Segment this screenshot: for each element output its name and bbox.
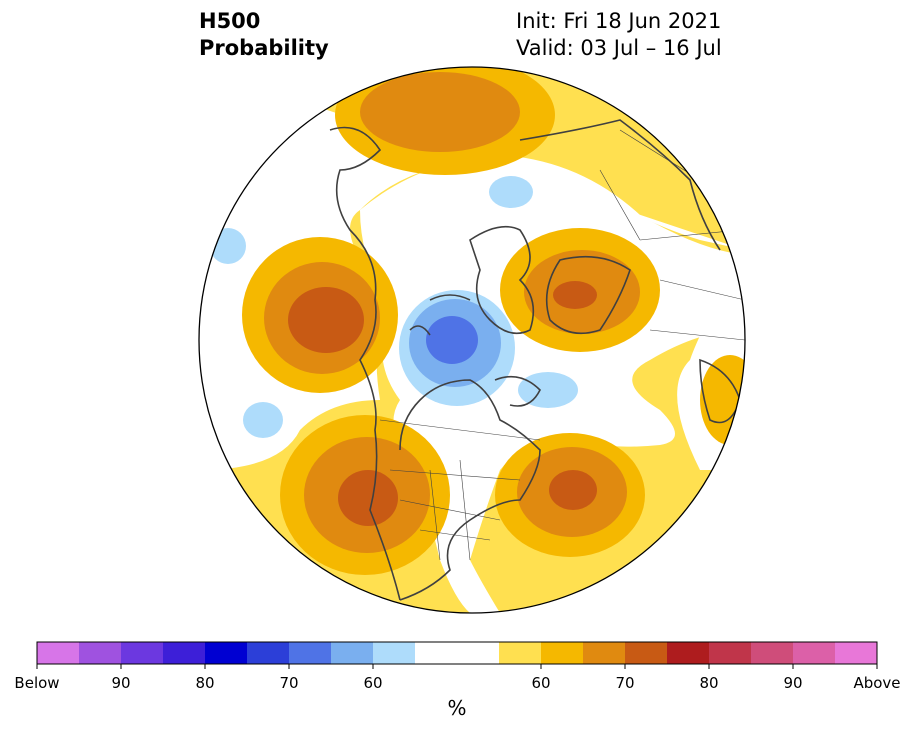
polar-map [198, 66, 746, 614]
colorbar-cell [541, 642, 584, 664]
map-boundary [198, 66, 746, 614]
colorbar-tick-label: Above [853, 674, 901, 692]
colorbar-cell [205, 642, 248, 664]
colorbar-tick-label: 60 [531, 674, 551, 692]
title-block-right: Init: Fri 18 Jun 2021 Valid: 03 Jul – 16… [516, 8, 722, 62]
colorbar-cell [625, 642, 668, 664]
anomaly-above-70 [288, 281, 597, 526]
colorbar-cell [121, 642, 164, 664]
colorbar-unit-label: % [447, 696, 467, 720]
colorbar-cell [37, 642, 80, 664]
anomaly-below-70 [426, 316, 478, 364]
valid-range: Valid: 03 Jul – 16 Jul [516, 36, 722, 60]
colorbar-tick-label: 90 [783, 674, 803, 692]
colorbar-cell [667, 642, 710, 664]
colorbar-cell [163, 642, 206, 664]
colorbar-cell [709, 642, 752, 664]
colorbar-tick-label: 80 [195, 674, 215, 692]
colorbar-cell [457, 642, 500, 664]
colorbar-frame [36, 641, 878, 665]
colorbar-cell [289, 642, 332, 664]
coastlines [329, 119, 741, 601]
colorbar [36, 641, 878, 669]
colorbar-tick-label: 90 [111, 674, 131, 692]
colorbar-tick-label: 80 [699, 674, 719, 692]
colorbar-tick-label: 70 [279, 674, 299, 692]
colorbar-cell [583, 642, 626, 664]
colorbar-cell [373, 642, 416, 664]
colorbar-cells [37, 642, 878, 664]
colorbar-cell [247, 642, 290, 664]
colorbar-cell [499, 642, 542, 664]
colorbar-tick-label: Below [14, 674, 60, 692]
colorbar-cell [331, 642, 374, 664]
colorbar-tick-label: 70 [615, 674, 635, 692]
init-date: Init: Fri 18 Jun 2021 [516, 9, 722, 33]
colorbar-cell [751, 642, 794, 664]
product-title: Probability [199, 36, 329, 60]
colorbar-cell [835, 642, 878, 664]
variable-title: H500 [199, 9, 261, 33]
title-block-left: H500 Probability [199, 8, 329, 62]
colorbar-ticks [36, 664, 878, 669]
colorbar-cell [793, 642, 836, 664]
colorbar-tick-label: 60 [363, 674, 383, 692]
colorbar-cell [79, 642, 122, 664]
colorbar-cell [415, 642, 458, 664]
